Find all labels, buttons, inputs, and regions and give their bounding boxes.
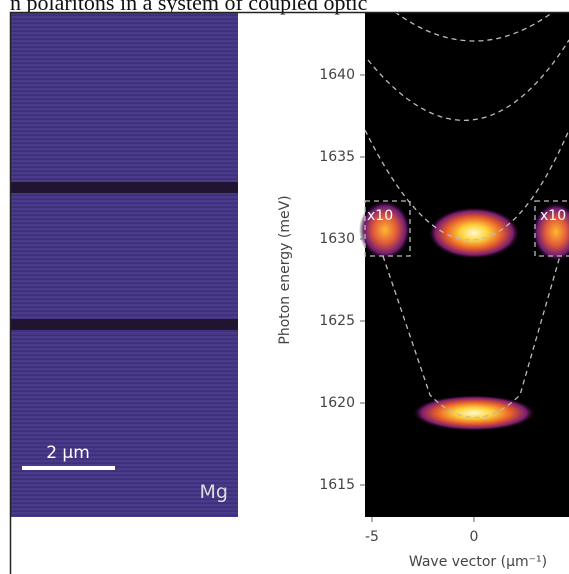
zoom-box: [364, 200, 411, 257]
x-tick-label: 0: [469, 529, 478, 545]
y-tick-label: 1640: [319, 67, 355, 83]
scale-bar-label: 2 μm: [46, 443, 90, 463]
microscope-image: [10, 12, 238, 517]
curve: [382, 255, 561, 418]
y-tick-label: 1625: [319, 313, 355, 329]
x-tick-label: -5: [365, 529, 379, 545]
emission-spot: [532, 202, 569, 262]
annotation: x10: [367, 208, 393, 224]
curve: [367, 39, 569, 121]
dispersion-curves: [364, 11, 569, 418]
plot-area: [365, 12, 569, 517]
curve: [394, 11, 554, 42]
zoom-box: [534, 200, 569, 257]
x-axis-label: Wave vector (μm⁻¹): [409, 554, 547, 570]
body-text: n polaritons in a system of coupled opti…: [10, 0, 368, 15]
emission: [359, 200, 569, 431]
emission-spot: [359, 200, 411, 260]
y-axis-label: Photon energy (meV): [277, 195, 293, 344]
y-tick-label: 1615: [319, 477, 355, 493]
annotation: x10: [540, 208, 566, 224]
y-tick-label: 1630: [319, 231, 355, 247]
curve: [364, 129, 569, 241]
stripe: [10, 319, 238, 330]
frame: [9, 11, 569, 574]
emission-spot: [428, 207, 520, 259]
stripe: [10, 182, 238, 193]
panel-label: Mg: [200, 481, 228, 503]
y-tick-label: 1620: [319, 395, 355, 411]
emission-spot: [412, 395, 536, 431]
y-tick-label: 1635: [319, 149, 355, 165]
